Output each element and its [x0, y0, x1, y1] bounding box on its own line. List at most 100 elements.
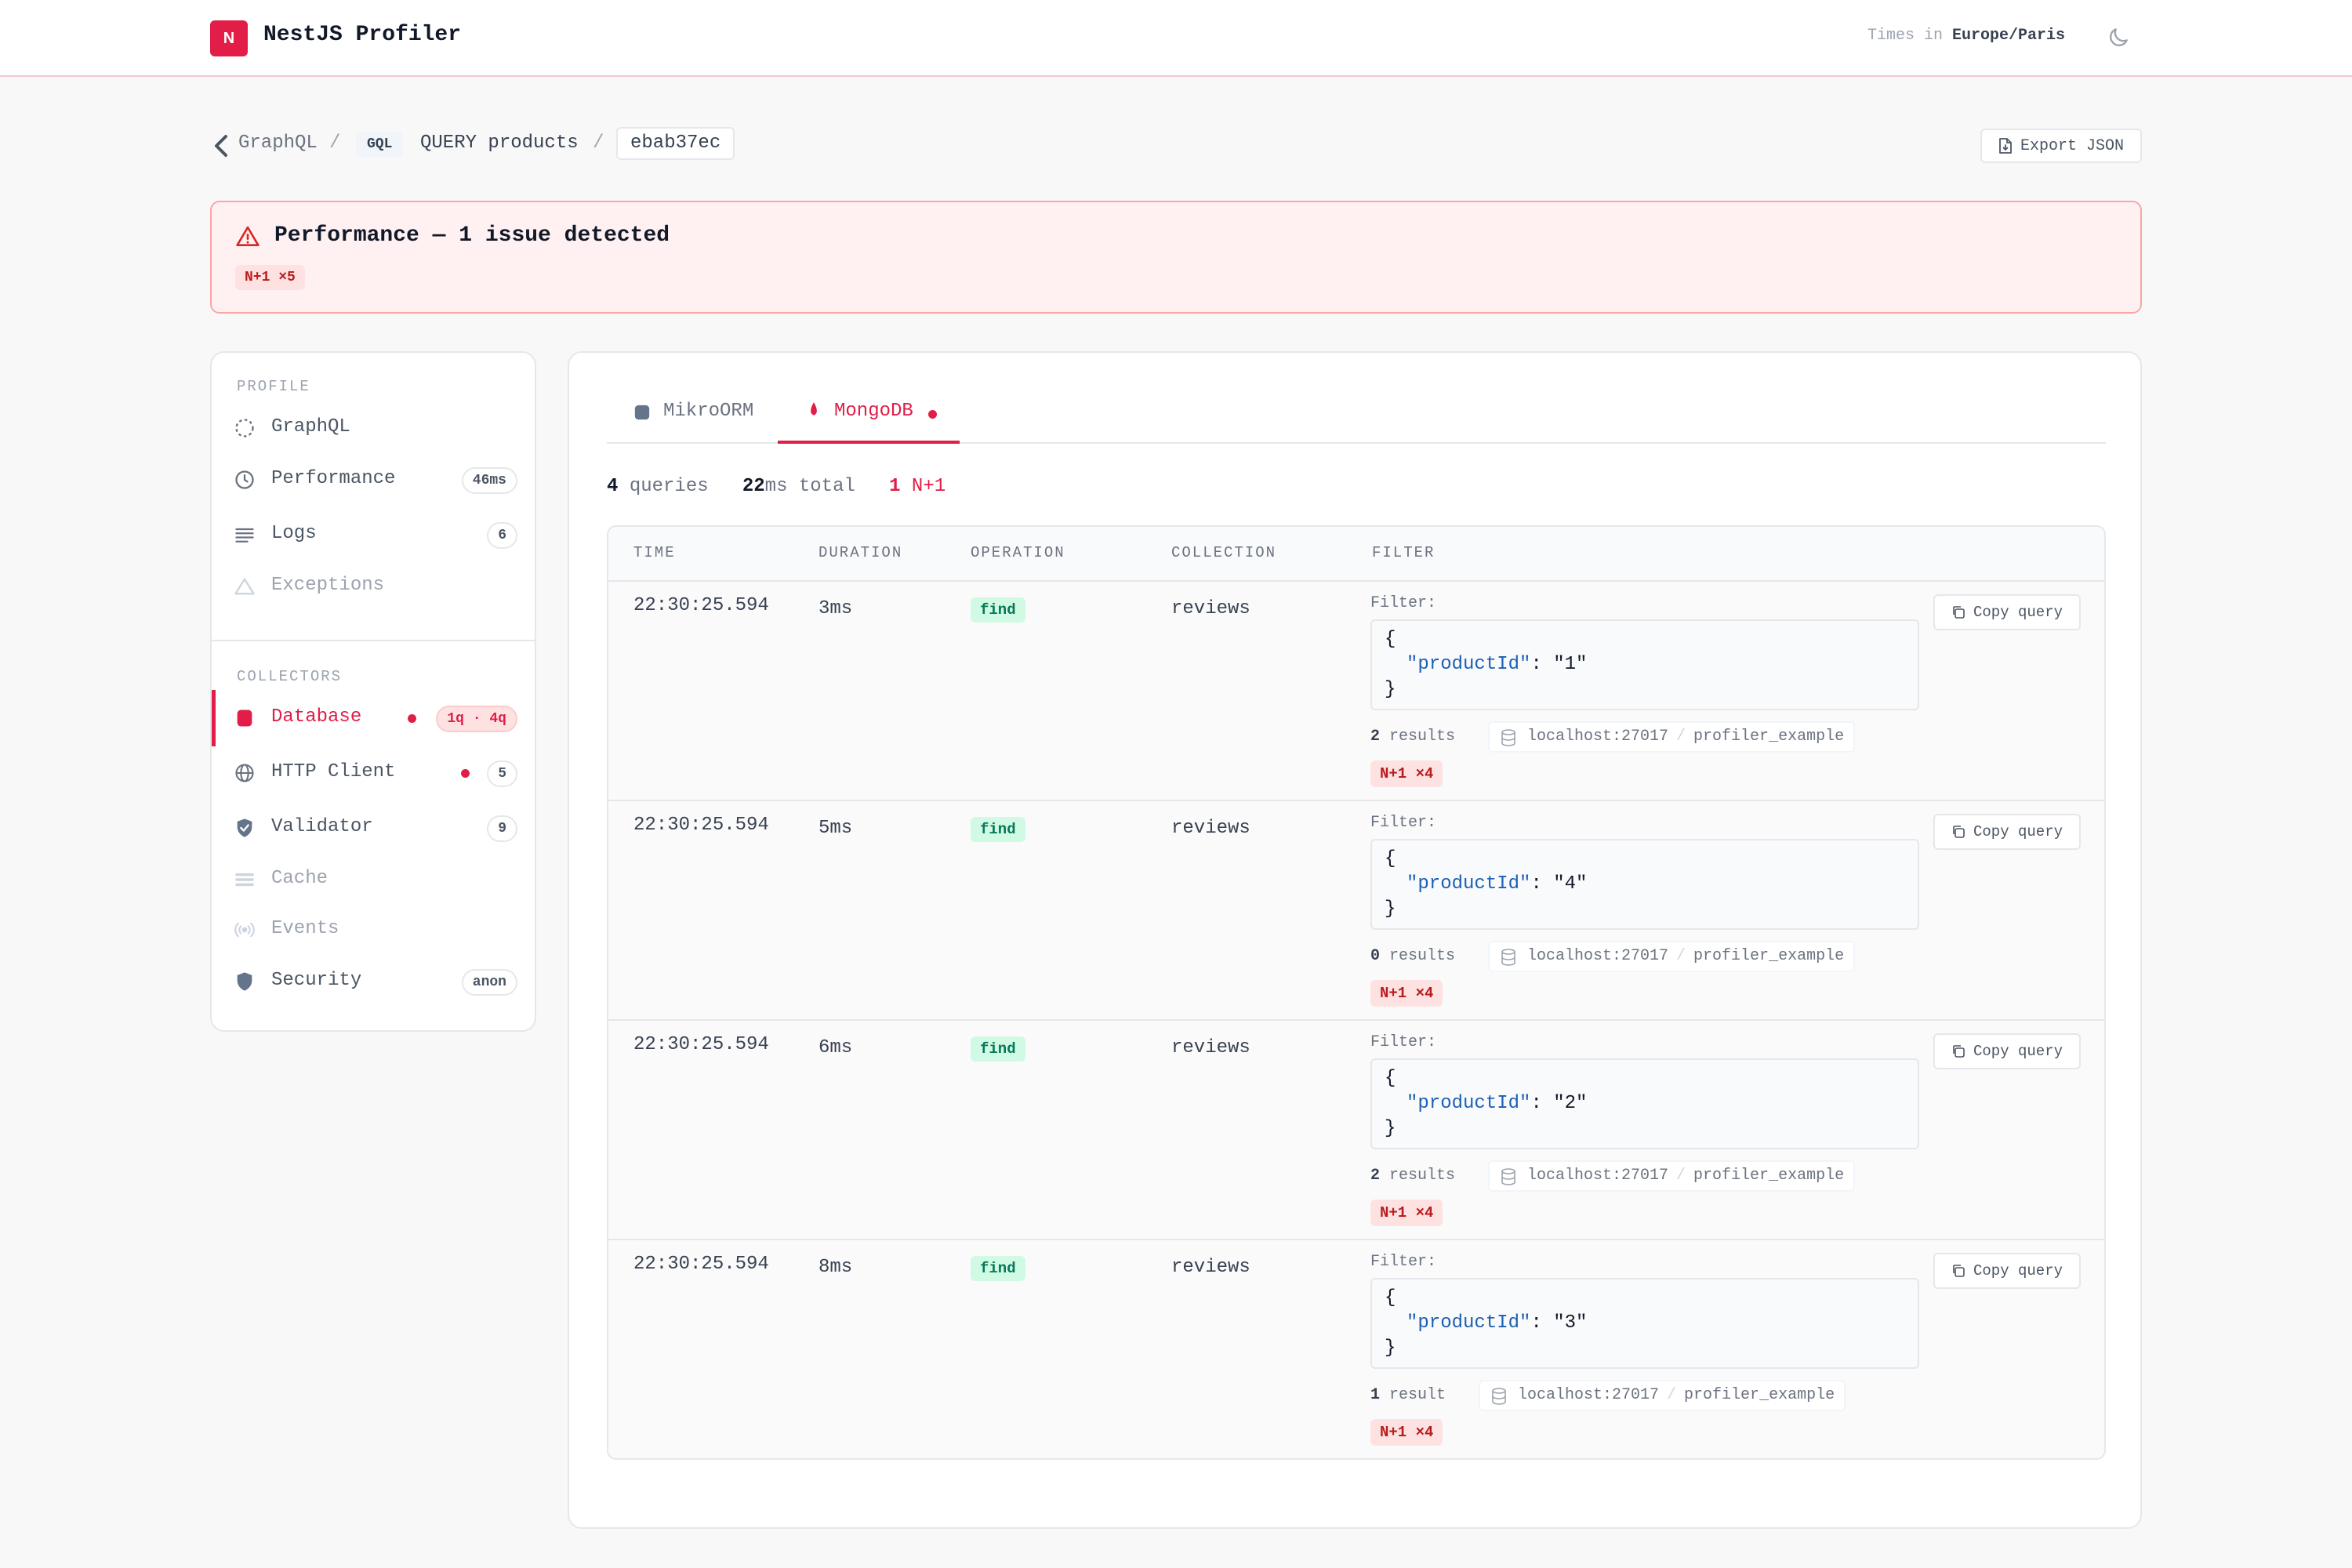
connection-database: profiler_example — [1693, 728, 1845, 746]
connection-info: localhost:27017/profiler_example — [1488, 1160, 1856, 1192]
timezone-value: Europe/Paris — [1952, 27, 2066, 45]
query-stats: 4 queries 22ms total 1 N+1 — [607, 474, 946, 500]
sidebar-item-label: Validator — [271, 816, 373, 837]
column-header-filter: FILTER — [1372, 544, 1436, 561]
query-duration: 3ms — [818, 598, 853, 619]
broadcast-icon — [234, 922, 255, 938]
top-header: N NestJS Profiler Times in Europe/Paris — [0, 0, 2352, 77]
alert-title: Performance — 1 issue detected — [274, 223, 670, 248]
app-logo[interactable]: N — [210, 20, 248, 56]
sidebar-item-events[interactable]: Events — [212, 906, 535, 953]
copy-query-label: Copy query — [1973, 604, 2063, 621]
clock-icon — [235, 470, 254, 489]
n-plus-one-badge: N+1 ×4 — [1370, 760, 1443, 787]
table-row: 22:30:25.594 5ms find reviews Filter: { … — [608, 801, 2104, 1021]
breadcrumb-separator: / — [329, 132, 341, 154]
n-plus-one-badge: N+1 ×4 — [1370, 1200, 1443, 1226]
sidebar: PROFILE GraphQL Performance 46ms Logs 6 … — [210, 351, 536, 1032]
query-collection: reviews — [1171, 1037, 1250, 1058]
database-panel: MikroORM MongoDB 4 queries 22ms total 1 … — [568, 351, 2142, 1529]
collectors-section-heading: COLLECTORS — [237, 668, 343, 685]
http-client-alert-dot — [461, 769, 470, 778]
query-duration: 6ms — [818, 1037, 853, 1058]
copy-query-button[interactable]: Copy query — [1933, 1033, 2081, 1069]
filter-label: Filter: — [1370, 594, 1437, 612]
connection-database: profiler_example — [1693, 1167, 1845, 1185]
sidebar-item-performance[interactable]: Performance 46ms — [212, 456, 535, 503]
warning-triangle-icon — [236, 226, 260, 246]
logs-count-badge: 6 — [487, 522, 517, 549]
http-client-count-badge: 5 — [487, 760, 517, 787]
filter-key: "productId" — [1406, 873, 1531, 895]
sidebar-item-graphql[interactable]: GraphQL — [212, 405, 535, 452]
copy-query-label: Copy query — [1973, 1262, 2063, 1279]
sidebar-item-label: Exceptions — [271, 575, 385, 596]
timezone-prefix: Times in — [1867, 27, 1944, 45]
query-collection: reviews — [1171, 818, 1250, 839]
graphql-icon — [235, 419, 254, 437]
sidebar-item-label: Cache — [271, 868, 328, 889]
breadcrumb-separator: / — [593, 132, 604, 154]
query-duration: 5ms — [818, 818, 853, 839]
copy-icon — [1953, 606, 1965, 619]
connection-database: profiler_example — [1693, 947, 1845, 965]
moon-icon[interactable] — [2106, 25, 2131, 50]
sidebar-item-label: Logs — [271, 523, 317, 544]
breadcrumb-graphql-link[interactable]: GraphQL — [238, 132, 318, 154]
connection-host: localhost:27017 — [1527, 1167, 1669, 1185]
connection-info: localhost:27017/profiler_example — [1479, 1380, 1846, 1411]
database-outline-icon — [1501, 949, 1515, 966]
filter-code-block: { "productId": "1" } — [1370, 619, 1919, 710]
query-collection: reviews — [1171, 1257, 1250, 1278]
copy-query-button[interactable]: Copy query — [1933, 814, 2081, 850]
filter-code-block: { "productId": "4" } — [1370, 839, 1919, 930]
sidebar-item-label: Events — [271, 918, 339, 939]
operation-badge: find — [971, 817, 1025, 842]
validator-count-badge: 9 — [487, 815, 517, 842]
leaf-icon — [811, 402, 817, 416]
column-header-operation: OPERATION — [971, 544, 1065, 561]
query-collection: reviews — [1171, 598, 1250, 619]
result-count: 0 results — [1370, 947, 1456, 965]
database-icon — [634, 405, 650, 420]
sidebar-item-security[interactable]: Security anon — [212, 958, 535, 1005]
database-outline-icon — [1492, 1388, 1506, 1405]
tab-mikroorm[interactable]: MikroORM — [607, 397, 778, 444]
filter-value: "1" — [1553, 654, 1588, 675]
sidebar-item-database[interactable]: Database 1q · 4q — [212, 690, 535, 746]
app-title: NestJS Profiler — [263, 23, 462, 47]
queries-table: TIME DURATION OPERATION COLLECTION FILTE… — [607, 525, 2106, 1460]
copy-icon — [1953, 826, 1965, 838]
copy-query-button[interactable]: Copy query — [1933, 1253, 2081, 1289]
mongodb-alert-dot — [928, 410, 937, 419]
sidebar-item-label: HTTP Client — [271, 761, 396, 782]
chevron-left-icon[interactable] — [213, 135, 229, 157]
timezone-indicator: Times in Europe/Paris — [1867, 25, 2065, 47]
sidebar-item-label: Database — [271, 706, 362, 728]
copy-icon — [1953, 1265, 1965, 1277]
result-count: 1 result — [1370, 1386, 1446, 1404]
operation-badge: find — [971, 1036, 1025, 1062]
connection-database: profiler_example — [1684, 1386, 1835, 1404]
table-row: 22:30:25.594 8ms find reviews Filter: { … — [608, 1240, 2104, 1458]
n-plus-one-badge[interactable]: N+1 ×5 — [235, 265, 305, 290]
filter-code-block: { "productId": "3" } — [1370, 1278, 1919, 1369]
query-time: 22:30:25.594 — [633, 595, 769, 616]
export-json-button[interactable]: Export JSON — [1980, 129, 2142, 163]
export-json-label: Export JSON — [2020, 136, 2125, 155]
sidebar-item-validator[interactable]: Validator 9 — [212, 804, 535, 851]
sidebar-item-logs[interactable]: Logs 6 — [212, 511, 535, 558]
tab-label: MongoDB — [834, 401, 913, 422]
cache-icon — [235, 873, 254, 887]
tab-mongodb[interactable]: MongoDB — [778, 397, 960, 444]
sidebar-item-exceptions[interactable]: Exceptions — [212, 563, 535, 610]
copy-query-button[interactable]: Copy query — [1933, 594, 2081, 630]
sidebar-item-http-client[interactable]: HTTP Client 5 — [212, 750, 535, 797]
profile-section-heading: PROFILE — [237, 378, 310, 395]
operation-badge: find — [971, 597, 1025, 622]
sidebar-item-label: Security — [271, 970, 362, 991]
connection-info: localhost:27017/profiler_example — [1488, 941, 1856, 972]
filter-value: "4" — [1553, 873, 1588, 895]
sidebar-item-cache[interactable]: Cache — [212, 856, 535, 903]
profile-id-chip[interactable]: ebab37ec — [616, 127, 735, 160]
